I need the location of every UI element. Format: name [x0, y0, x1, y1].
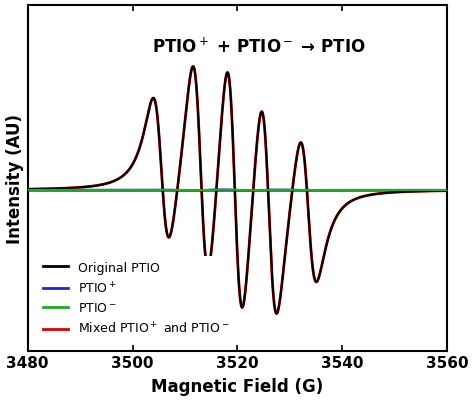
Y-axis label: Intensity (AU): Intensity (AU) — [6, 113, 24, 243]
X-axis label: Magnetic Field (G): Magnetic Field (G) — [151, 377, 324, 395]
Legend: Original PTIO, PTIO$^+$, PTIO$^-$, Mixed PTIO$^+$ and PTIO$^-$: Original PTIO, PTIO$^+$, PTIO$^-$, Mixed… — [38, 256, 235, 341]
Text: PTIO$^+$ + PTIO$^-$ → PTIO: PTIO$^+$ + PTIO$^-$ → PTIO — [152, 37, 365, 57]
